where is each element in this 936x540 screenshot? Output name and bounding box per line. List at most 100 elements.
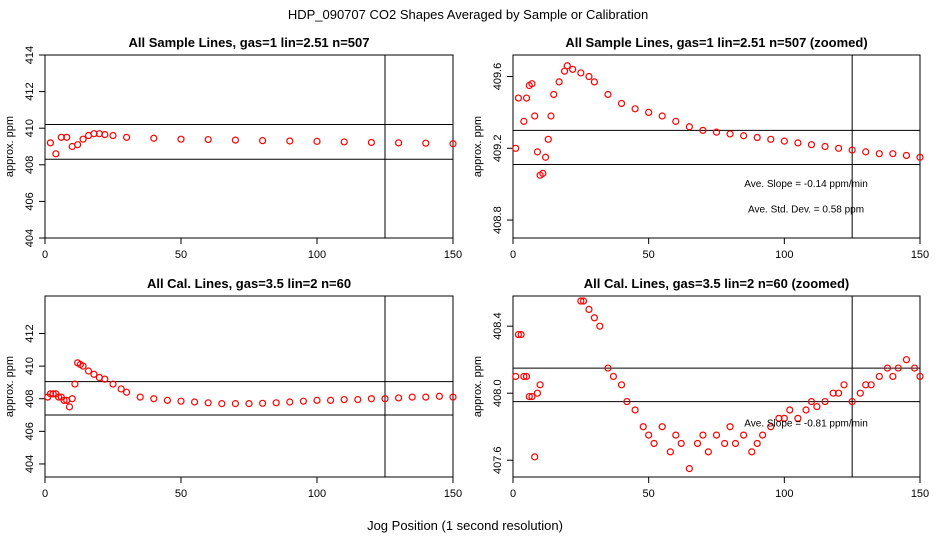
data-point: [753, 439, 761, 448]
data-point: [520, 117, 528, 125]
data-point: [286, 137, 294, 145]
data-point: [191, 398, 199, 406]
data-point: [609, 372, 617, 381]
data-point: [150, 134, 158, 142]
data-point: [848, 397, 856, 406]
data-point: [902, 356, 911, 364]
data-point: [395, 394, 403, 402]
data-point: [740, 431, 748, 439]
x-tick-label: 50: [175, 249, 187, 261]
data-point: [512, 144, 520, 152]
x-tick-label: 0: [42, 488, 48, 500]
data-point: [84, 367, 93, 375]
y-tick-label: 412: [24, 324, 36, 342]
data-point: [525, 392, 533, 401]
data-point: [60, 396, 68, 404]
annotation: Ave. Slope = -0.14 ppm/min: [744, 179, 868, 190]
data-point: [544, 135, 552, 143]
data-point: [177, 135, 185, 143]
data-point: [49, 390, 57, 398]
y-tick-label: 408.4: [492, 312, 504, 340]
y-tick-label: 409.2: [492, 135, 504, 163]
data-point: [79, 135, 87, 143]
data-point: [54, 393, 63, 401]
data-point: [547, 112, 555, 120]
data-point: [63, 133, 71, 141]
panel-title: All Sample Lines, gas=1 lin=2.51 n=507 (…: [565, 35, 867, 50]
y-tick-label: 408.0: [492, 379, 504, 407]
data-point: [645, 431, 653, 439]
data-point: [533, 389, 542, 397]
figure-title: HDP_090707 CO2 Shapes Averaged by Sample…: [288, 7, 648, 22]
data-point: [748, 448, 756, 456]
data-point: [902, 151, 911, 160]
data-point: [512, 372, 520, 381]
y-tick-label: 408: [24, 156, 36, 174]
data-point: [150, 395, 158, 403]
data-point: [590, 314, 599, 322]
data-point: [617, 381, 626, 389]
data-point: [259, 399, 267, 407]
data-point: [528, 392, 536, 401]
y-tick-label: 412: [24, 82, 36, 100]
x-tick-label: 0: [510, 488, 516, 500]
data-point: [889, 372, 897, 381]
data-point: [631, 105, 639, 113]
data-point: [780, 414, 788, 422]
data-point: [699, 126, 707, 134]
panel-title: All Sample Lines, gas=1 lin=2.51 n=507: [129, 35, 370, 50]
data-point: [639, 423, 647, 431]
data-point: [807, 397, 816, 406]
data-point: [563, 62, 571, 70]
x-tick-label: 150: [444, 488, 462, 500]
panel-title: All Cal. Lines, gas=3.5 lin=2 n=60 (zoom…: [584, 276, 850, 291]
data-point: [862, 148, 870, 156]
data-point: [726, 423, 734, 431]
data-point: [672, 431, 680, 439]
data-point: [916, 153, 924, 161]
x-tick-label: 100: [308, 249, 326, 261]
data-point: [889, 150, 897, 158]
data-point: [79, 362, 87, 370]
data-point: [721, 439, 729, 448]
panel-cal-lines-zoomed: All Cal. Lines, gas=3.5 lin=2 n=60 (zoom…: [472, 276, 929, 500]
data-point: [645, 108, 653, 117]
data-point: [848, 146, 856, 154]
data-point: [531, 453, 539, 461]
data-point: [52, 150, 60, 158]
y-tick-label: 408.8: [492, 206, 504, 234]
data-point: [204, 135, 212, 144]
data-point: [422, 393, 430, 401]
panel-sample-lines-zoomed: All Sample Lines, gas=1 lin=2.51 n=507 (…: [472, 35, 929, 261]
x-tick-label: 100: [308, 488, 326, 500]
panel-sample-lines: All Sample Lines, gas=1 lin=2.51 n=507 0 5…: [4, 35, 462, 261]
y-tick-label: 406: [24, 192, 36, 210]
data-point: [340, 138, 348, 146]
data-point: [286, 398, 294, 406]
data-point: [514, 330, 523, 339]
data-point: [245, 400, 253, 408]
y-tick-label: 410: [24, 357, 36, 375]
data-point: [539, 169, 547, 178]
data-point: [520, 372, 528, 381]
data-point: [101, 375, 109, 383]
data-point: [231, 400, 239, 408]
data-point: [555, 78, 563, 86]
y-axis-label: approx. ppm: [472, 116, 484, 177]
data-point: [522, 94, 531, 102]
data-point: [802, 406, 810, 414]
data-point: [522, 372, 531, 381]
data-point: [712, 431, 721, 439]
data-point: [536, 381, 544, 389]
data-point: [794, 414, 802, 422]
data-point: [753, 133, 761, 142]
annotation: Ave. Slope = -0.81 ppm/min: [744, 418, 868, 429]
data-point: [528, 80, 536, 88]
data-point: [74, 141, 82, 149]
y-tick-label: 407.6: [492, 446, 504, 474]
panel-title: All Cal. Lines, gas=3.5 lin=2 n=60: [147, 276, 351, 291]
data-point: [794, 139, 802, 147]
data-point: [408, 393, 416, 401]
data-point: [672, 117, 680, 125]
data-point: [177, 397, 185, 405]
